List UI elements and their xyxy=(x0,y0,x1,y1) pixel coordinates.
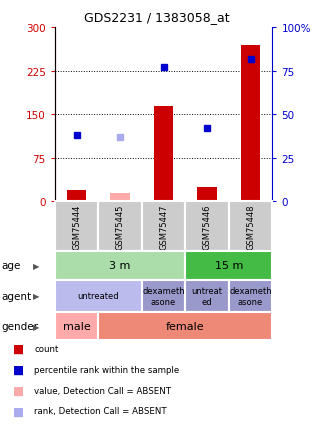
Text: percentile rank within the sample: percentile rank within the sample xyxy=(34,365,180,374)
Text: agent: agent xyxy=(2,291,32,301)
Text: 15 m: 15 m xyxy=(215,261,243,271)
Bar xyxy=(154,106,173,202)
Text: untreat
ed: untreat ed xyxy=(192,286,223,306)
Bar xyxy=(55,202,98,252)
Text: female: female xyxy=(166,322,205,332)
Text: ▶: ▶ xyxy=(33,292,39,301)
Text: GSM75445: GSM75445 xyxy=(115,204,125,250)
Bar xyxy=(142,202,185,252)
Bar xyxy=(98,312,272,341)
Text: ■: ■ xyxy=(13,404,24,418)
Text: 3 m: 3 m xyxy=(109,261,131,271)
Bar xyxy=(142,280,185,312)
Text: ■: ■ xyxy=(13,363,24,376)
Text: male: male xyxy=(63,322,90,332)
Bar xyxy=(98,202,142,252)
Bar xyxy=(185,252,272,280)
Text: ■: ■ xyxy=(13,384,24,397)
Text: ▶: ▶ xyxy=(33,322,39,331)
Text: age: age xyxy=(2,261,21,271)
Text: value, Detection Call = ABSENT: value, Detection Call = ABSENT xyxy=(34,386,172,395)
Bar xyxy=(241,46,260,202)
Bar xyxy=(55,252,185,280)
Text: GSM75448: GSM75448 xyxy=(246,204,255,250)
Text: gender: gender xyxy=(2,322,38,332)
Bar xyxy=(55,280,142,312)
Bar xyxy=(197,187,217,202)
Bar xyxy=(229,280,272,312)
Text: dexameth
asone: dexameth asone xyxy=(142,286,185,306)
Text: count: count xyxy=(34,344,59,353)
Bar xyxy=(67,190,86,202)
Text: ■: ■ xyxy=(13,342,24,355)
Text: GSM75444: GSM75444 xyxy=(72,204,81,250)
Text: GDS2231 / 1383058_at: GDS2231 / 1383058_at xyxy=(84,11,229,24)
Bar xyxy=(55,312,98,341)
Text: ▶: ▶ xyxy=(33,261,39,270)
Bar xyxy=(229,202,272,252)
Text: GSM75447: GSM75447 xyxy=(159,204,168,250)
Text: rank, Detection Call = ABSENT: rank, Detection Call = ABSENT xyxy=(34,407,167,415)
Bar xyxy=(185,280,229,312)
Text: GSM75446: GSM75446 xyxy=(203,204,212,250)
Bar xyxy=(185,202,229,252)
Bar xyxy=(110,193,130,202)
Text: untreated: untreated xyxy=(78,292,119,301)
Text: dexameth
asone: dexameth asone xyxy=(229,286,272,306)
